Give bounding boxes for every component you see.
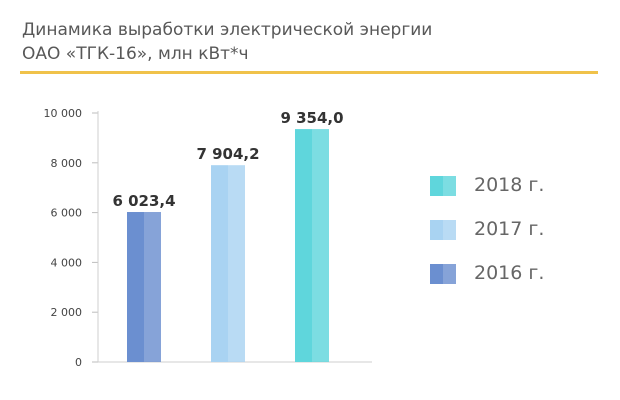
y-tick-label: 0: [75, 356, 82, 369]
legend-label: 2017 г.: [474, 218, 545, 240]
legend-swatch: [430, 176, 456, 196]
bar-left-half: [127, 212, 144, 362]
y-tick-label: 8 000: [51, 157, 83, 170]
legend-swatch: [430, 264, 456, 284]
y-tick-label: 10 000: [44, 107, 83, 120]
bar-left-half: [211, 165, 228, 362]
bar-value-label: 7 904,2: [196, 145, 259, 163]
y-tick-label: 2 000: [51, 306, 83, 319]
legend-swatch: [430, 220, 456, 240]
bar-right-half: [312, 129, 329, 362]
y-tick-label: 4 000: [51, 256, 83, 269]
title-underline: [20, 71, 598, 74]
bar-value-label: 9 354,0: [280, 109, 343, 127]
y-tick-label: 6 000: [51, 207, 83, 220]
bar-right-half: [228, 165, 245, 362]
bar: [211, 165, 245, 362]
bar-right-half: [144, 212, 161, 362]
legend-label: 2018 г.: [474, 174, 545, 196]
bar-left-half: [295, 129, 312, 362]
legend-label: 2016 г.: [474, 262, 545, 284]
bar-value-label: 6 023,4: [112, 192, 175, 210]
bar: [295, 129, 329, 362]
chart-title-line1: Динамика выработки электрической энергии: [22, 20, 433, 40]
chart-title-line2: ОАО «ТГК-16», млн кВт*ч: [22, 44, 249, 64]
bar: [127, 212, 161, 362]
